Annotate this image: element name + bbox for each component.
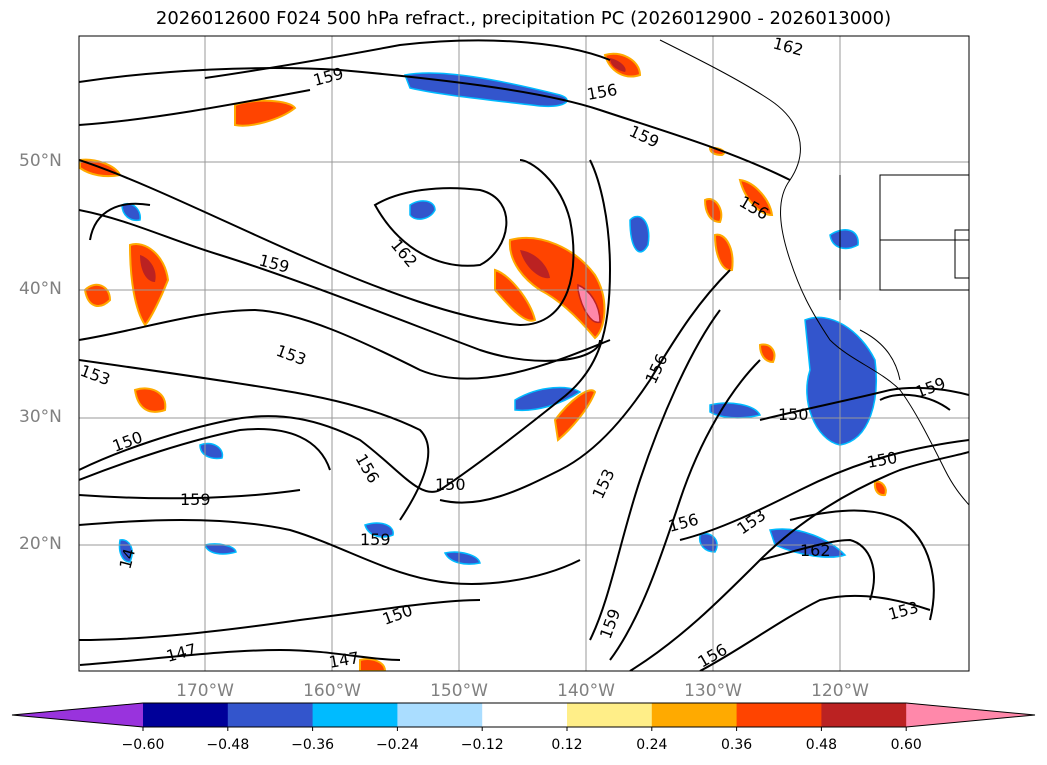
colorbar-segment <box>651 703 738 727</box>
colorbar-tick-label: 0.60 <box>890 737 922 753</box>
colorbar-tick-label: −0.48 <box>206 737 250 753</box>
contour-label: 14 <box>116 546 140 571</box>
contour-label: 150 <box>435 475 466 494</box>
colorbar-extend-high <box>906 703 1035 727</box>
colorbar-segment <box>312 703 398 727</box>
colorbar-segment <box>821 703 907 727</box>
colorbar-tick-label: −0.12 <box>460 737 504 753</box>
colorbar-tick-label: −0.36 <box>291 737 335 753</box>
colorbar-extend-low <box>12 703 143 727</box>
colorbar-segment <box>482 703 568 727</box>
colorbar-tick-label: −0.24 <box>375 737 419 753</box>
lat-label-30n: 30°N <box>19 407 62 427</box>
colorbar-segment <box>143 703 229 727</box>
colorbar-segment <box>567 703 653 727</box>
precip-pink-patches <box>577 283 601 324</box>
colorbar-segment <box>736 703 822 727</box>
contour-label: 162 <box>771 34 805 60</box>
coastline <box>659 39 969 506</box>
lat-label-20n: 20°N <box>19 534 62 554</box>
colorbar-tick-label: 0.48 <box>805 737 837 753</box>
colorbar-segment <box>227 703 314 727</box>
colorbar-segment <box>397 703 483 727</box>
map-frame <box>78 35 970 672</box>
lon-label-130w: 130°W <box>684 681 742 701</box>
colorbar-tick-label: −0.60 <box>121 737 165 753</box>
lat-label-50n: 50°N <box>19 151 62 171</box>
lon-label-140w: 140°W <box>557 681 615 701</box>
map-title: 2026012600 F024 500 hPa refract., precip… <box>155 8 892 29</box>
contour-label: 162 <box>800 541 831 560</box>
colorbar-tick-label: 0.24 <box>636 737 668 753</box>
precip-red-core <box>140 58 626 282</box>
lon-label-150w: 150°W <box>430 681 488 701</box>
refractivity-contours <box>79 39 969 671</box>
contour-label: 150 <box>778 405 809 424</box>
colorbar-tick-label: 0.36 <box>721 737 753 753</box>
colorbar <box>11 702 1036 731</box>
contour-label: 159 <box>360 530 391 549</box>
colorbar-tick-label: 0.12 <box>551 737 583 753</box>
lat-label-40n: 40°N <box>19 279 62 299</box>
contour-label: 147 <box>327 648 360 672</box>
lon-label-160w: 160°W <box>303 681 361 701</box>
lon-label-170w: 170°W <box>176 681 234 701</box>
contour-label: 159 <box>180 490 211 509</box>
lon-label-120w: 120°W <box>811 681 869 701</box>
